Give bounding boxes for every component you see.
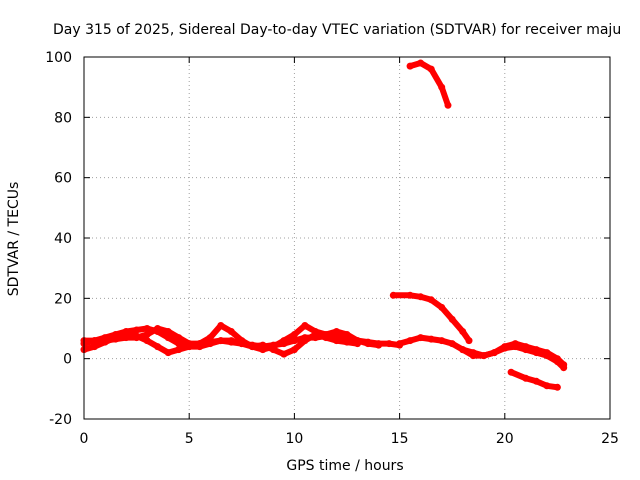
data-point	[248, 343, 256, 351]
data-point	[406, 337, 414, 345]
data-point	[389, 291, 397, 299]
data-point	[501, 343, 509, 351]
data-point	[290, 331, 298, 338]
data-point	[290, 346, 298, 354]
data-point	[427, 65, 435, 73]
data-point	[444, 101, 452, 109]
data-point	[101, 337, 109, 345]
data-point	[133, 334, 141, 342]
data-point	[480, 352, 488, 360]
data-point	[164, 328, 172, 335]
plot-frame	[83, 56, 611, 420]
y-tick-label: 100	[45, 50, 72, 66]
data-point	[185, 340, 193, 348]
data-point	[396, 340, 404, 348]
axis-ticks: 0 5 10 15 20 25 -20 0 20 40 60 80 100	[45, 50, 619, 447]
data-point	[217, 322, 225, 329]
y-tick-label: 20	[54, 291, 72, 307]
data-point	[427, 296, 435, 304]
data-point	[175, 346, 183, 354]
data-point	[385, 340, 393, 348]
data-point	[490, 349, 498, 357]
x-tick-label: 10	[285, 431, 303, 447]
data-point	[553, 383, 561, 391]
data-point	[465, 337, 473, 345]
data-point	[259, 341, 267, 349]
data-point	[164, 349, 172, 357]
data-point	[406, 291, 414, 299]
data-point	[322, 334, 330, 342]
data-point	[522, 343, 530, 351]
data-point	[532, 346, 540, 354]
data-point	[507, 368, 515, 376]
data-point	[417, 334, 425, 342]
data-point	[333, 328, 340, 335]
data-point	[543, 349, 551, 357]
data-point	[459, 346, 467, 354]
data-point	[560, 361, 568, 369]
x-axis-label: GPS time / hours	[286, 458, 403, 474]
data-point	[133, 326, 141, 334]
data-point	[301, 337, 309, 345]
data-point	[459, 328, 467, 335]
data-point	[522, 374, 530, 382]
data-point	[196, 340, 204, 348]
data-point	[438, 303, 446, 311]
data-point	[143, 337, 151, 345]
data-point	[227, 337, 235, 345]
data-point	[448, 315, 456, 323]
y-tick-label: 0	[63, 352, 72, 368]
data-point	[343, 331, 351, 338]
data-point	[511, 340, 519, 348]
data-point	[375, 341, 383, 349]
x-tick-label: 0	[80, 431, 89, 447]
y-tick-label: -20	[49, 412, 72, 428]
data-point	[238, 340, 246, 348]
data-point	[333, 337, 340, 345]
data-point	[269, 346, 277, 354]
x-tick-label: 5	[185, 431, 194, 447]
data-point	[532, 377, 540, 385]
y-tick-label: 40	[54, 231, 72, 247]
data-point	[154, 325, 162, 332]
data-point	[217, 337, 225, 345]
data-point	[154, 343, 162, 351]
data-point	[438, 337, 446, 345]
y-tick-label: 60	[54, 171, 72, 187]
grid	[84, 57, 610, 419]
data-point	[406, 62, 414, 70]
y-tick-label: 80	[54, 110, 72, 126]
data-point	[91, 343, 98, 351]
data-point	[280, 350, 288, 358]
x-tick-label: 20	[496, 431, 514, 447]
data-point	[343, 338, 351, 346]
data-point	[438, 83, 446, 91]
data-point	[112, 335, 120, 343]
data-point	[143, 331, 151, 338]
data-point	[417, 59, 425, 67]
data-point	[311, 331, 319, 338]
data-point	[427, 335, 435, 343]
chart-title: Day 315 of 2025, Sidereal Day-to-day VTE…	[53, 22, 621, 38]
data-point	[417, 293, 425, 301]
data-point	[91, 337, 98, 345]
data-point	[469, 349, 477, 357]
x-tick-label: 15	[391, 431, 409, 447]
data-point	[354, 340, 361, 348]
data-point	[206, 338, 214, 346]
data-point	[301, 322, 309, 329]
data-layer	[80, 59, 568, 391]
data-point	[227, 328, 235, 335]
data-point	[175, 334, 183, 342]
data-point	[448, 340, 456, 348]
data-point	[364, 340, 372, 348]
y-axis-label: SDTVAR / TECUs	[6, 182, 22, 297]
data-point	[543, 382, 551, 390]
data-point	[553, 355, 561, 363]
x-tick-label: 25	[601, 431, 619, 447]
data-point	[122, 334, 130, 342]
data-point	[280, 337, 288, 345]
